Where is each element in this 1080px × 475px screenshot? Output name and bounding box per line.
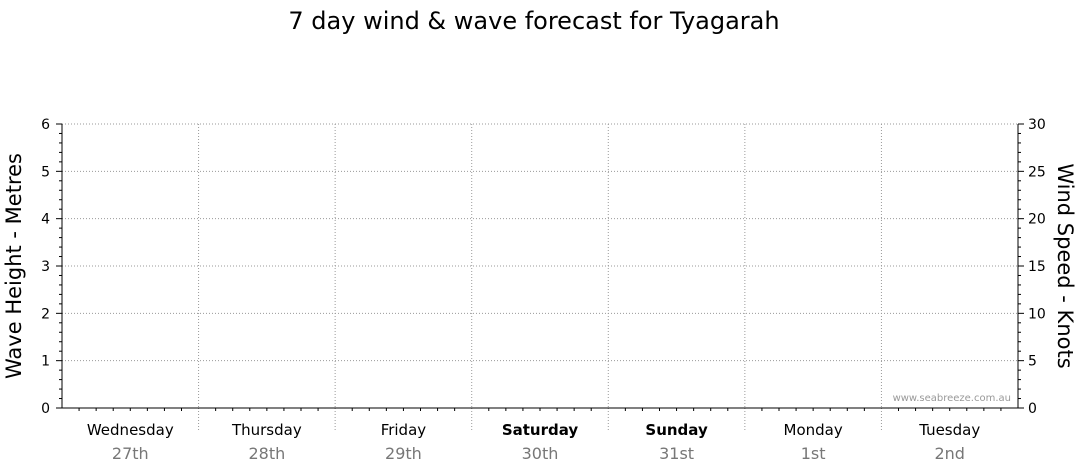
- left-tick-label: 1: [41, 354, 50, 370]
- date-label: 1st: [801, 444, 826, 463]
- plot-area: 0 1 2 3 4 5 6 0 5 10 15 20 25 30 Wednesday 27th Thursday…: [41, 117, 1046, 463]
- date-label: 30th: [522, 444, 559, 463]
- day-label: Thursday: [231, 421, 302, 439]
- date-label: 27th: [112, 444, 149, 463]
- date-label: 31st: [659, 444, 694, 463]
- left-tick-label: 4: [41, 212, 50, 228]
- right-axis-title: Wind Speed - Knots: [1053, 163, 1077, 368]
- date-label: 29th: [385, 444, 422, 463]
- left-tick-label: 3: [41, 259, 50, 275]
- right-tick-label: 5: [1028, 354, 1037, 370]
- left-tick-label: 2: [41, 306, 50, 322]
- day-label: Wednesday: [87, 421, 174, 439]
- left-axis-title: Wave Height - Metres: [2, 153, 26, 379]
- chart-title: 7 day wind & wave forecast for Tyagarah: [288, 7, 779, 35]
- watermark: www.seabreeze.com.au: [893, 393, 1011, 404]
- date-label: 28th: [248, 444, 285, 463]
- day-label: Sunday: [645, 421, 708, 439]
- day-label: Tuesday: [918, 421, 980, 439]
- day-label: Monday: [784, 421, 843, 439]
- right-tick-label: 0: [1028, 401, 1037, 417]
- day-label: Saturday: [502, 421, 579, 439]
- day-label: Friday: [381, 421, 427, 439]
- right-tick-label: 20: [1028, 212, 1046, 228]
- left-tick-label: 6: [41, 117, 50, 133]
- date-label: 2nd: [934, 444, 964, 463]
- right-tick-label: 10: [1028, 306, 1046, 322]
- right-tick-label: 15: [1028, 259, 1046, 275]
- right-tick-label: 25: [1028, 164, 1046, 180]
- left-tick-label: 0: [41, 401, 50, 417]
- right-tick-label: 30: [1028, 117, 1046, 133]
- left-tick-label: 5: [41, 164, 50, 180]
